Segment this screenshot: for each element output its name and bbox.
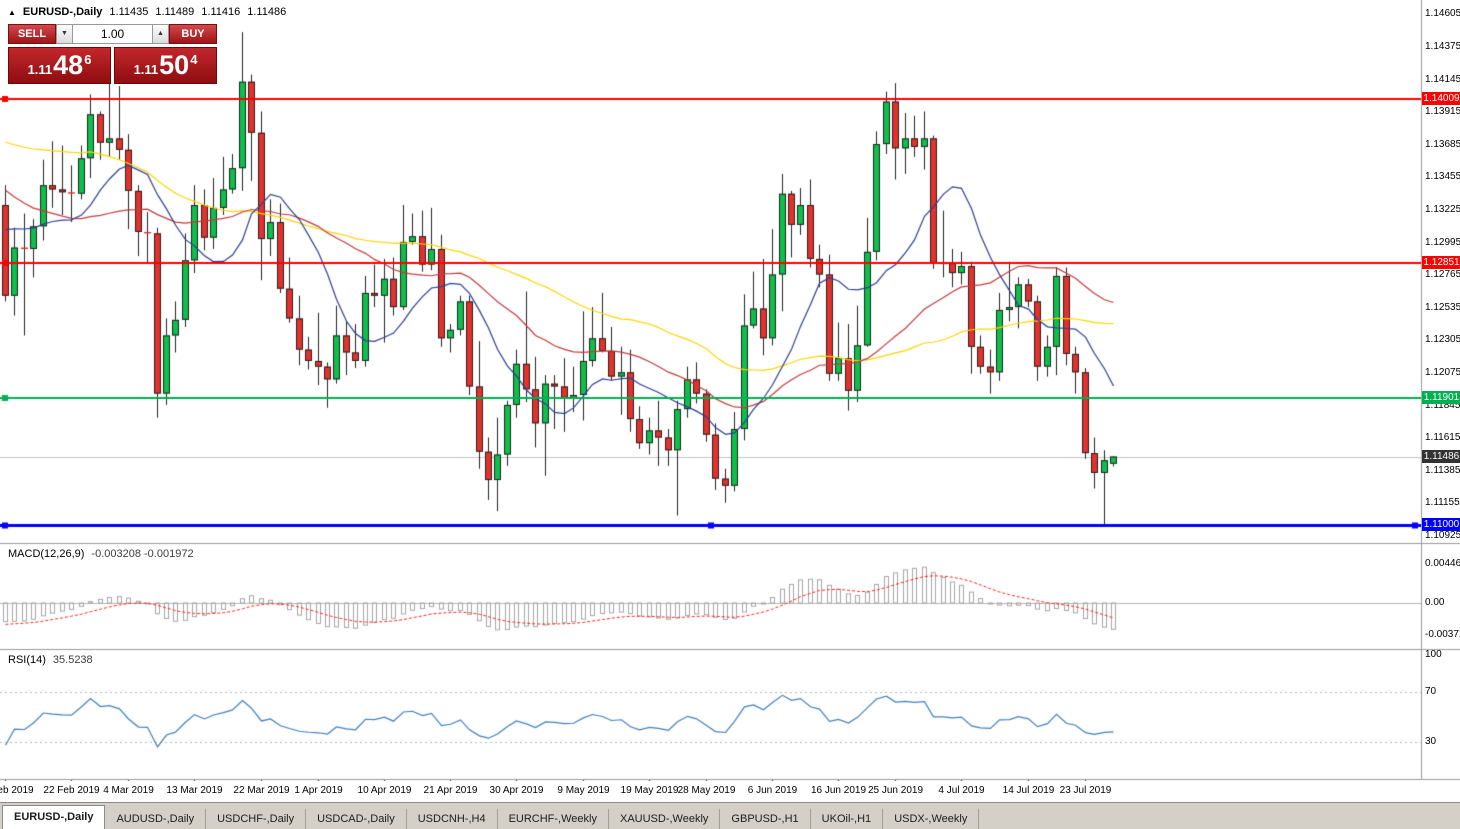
chart-tab-gbpusd-h1[interactable]: GBPUSD-,H1 [720,809,811,829]
date-axis-label: 23 Jul 2019 [1059,785,1112,796]
date-axis-label: 16 Jun 2019 [810,785,867,796]
chart-tab-usdcnh-h4[interactable]: USDCNH-,H4 [407,809,498,829]
chart-tabs-bar: EURUSD-,Daily AUDUSD-,Daily USDCHF-,Daily U… [0,802,1460,829]
volume-decrement-button[interactable]: ▼ [56,24,73,44]
bar-open-value: 1.11435 [109,6,149,18]
chart-tab-audusd-daily[interactable]: AUDUSD-,Daily [105,809,207,829]
chart-tab-eurusd-daily[interactable]: EURUSD-,Daily [2,805,106,829]
sell-price-button[interactable]: 1.11 48 6 [8,47,111,84]
buy-price-pip: 4 [190,52,198,67]
one-click-trading-panel: SELL ▼ ▲ BUY 1.11 48 6 1.11 50 4 [8,24,217,84]
chart-tab-eurchf-weekly[interactable]: EURCHF-,Weekly [498,809,609,829]
sell-price-pip: 6 [84,52,92,67]
date-axis-label: 25 Jun 2019 [867,785,924,796]
symbol-name: EURUSD-,Daily [22,6,103,18]
date-axis-label: 6 Jun 2019 [747,785,798,796]
chart-tab-xauusd-weekly[interactable]: XAUUSD-,Weekly [609,809,721,829]
chart-tab-usdchf-daily[interactable]: USDCHF-,Daily [206,809,307,829]
date-axis-label: 22 Feb 2019 [43,785,100,796]
chart-tab-usdx-weekly[interactable]: USDX-,Weekly [883,809,980,829]
bar-high-value: 1.11489 [155,6,195,18]
chart-canvas[interactable] [0,0,1460,781]
date-axis-label: 10 Apr 2019 [357,785,412,796]
date-axis-label: 13 Feb 2019 [0,785,34,796]
date-axis-label: 28 May 2019 [677,785,736,796]
date-axis-label: 1 Apr 2019 [294,785,343,796]
date-axis-label: 13 Mar 2019 [166,785,223,796]
macd-indicator-label: MACD(12,26,9) -0.003208 -0.001972 [8,548,194,560]
date-axis-label: 14 Jul 2019 [1002,785,1055,796]
buy-price-big: 50 [159,50,190,80]
rsi-indicator-label: RSI(14) 35.5238 [8,654,93,666]
bar-close-value: 1.11486 [247,6,287,18]
date-axis-label: 30 Apr 2019 [489,785,544,796]
sell-price-big: 48 [53,50,84,80]
volume-increment-button[interactable]: ▲ [152,24,169,44]
date-axis-label: 4 Jul 2019 [938,785,985,796]
rsi-value: 35.5238 [52,654,93,666]
macd-name: MACD(12,26,9) [8,548,85,560]
buy-button[interactable]: BUY [169,24,217,44]
rsi-name: RSI(14) [8,654,46,666]
buy-price-button[interactable]: 1.11 50 4 [114,47,217,84]
date-axis-label: 19 May 2019 [620,785,679,796]
bar-low-value: 1.11416 [201,6,241,18]
chart-tab-ukoil-h1[interactable]: UKOil-,H1 [811,809,884,829]
date-axis-label: 21 Apr 2019 [423,785,478,796]
sell-price-head: 1.11 [27,62,53,77]
date-axis-label: 22 Mar 2019 [233,785,290,796]
volume-input[interactable] [73,24,152,44]
sell-button[interactable]: SELL [8,24,56,44]
one-click-toggle-icon[interactable]: ▲ [8,7,16,17]
symbol-header: ▲ EURUSD-,Daily 1.11435 1.11489 1.11416 … [8,6,286,18]
macd-values: -0.003208 -0.001972 [91,548,194,560]
chart-tab-usdcad-daily[interactable]: USDCAD-,Daily [306,809,407,829]
buy-price-head: 1.11 [133,62,159,77]
date-axis-label: 9 May 2019 [557,785,610,796]
date-axis-label: 4 Mar 2019 [103,785,154,796]
